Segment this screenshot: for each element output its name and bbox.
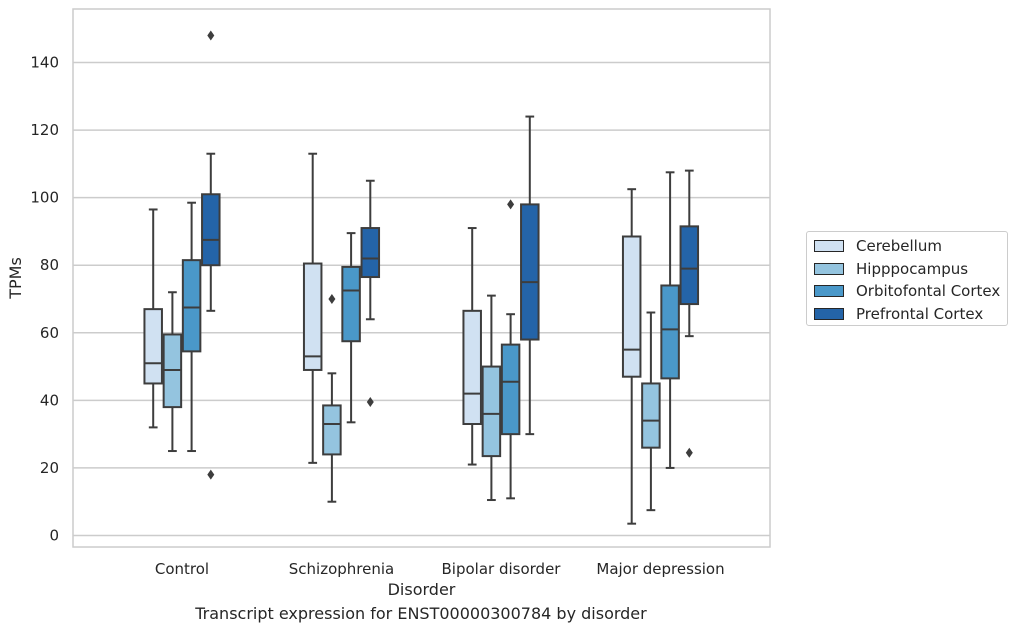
box-orbitofontal-cortex [500,199,521,500]
box-plot-marks [143,30,700,525]
outlier-point [207,30,215,41]
box-cerebellum [462,227,482,466]
x-tick-label: Bipolar disorder [442,560,562,578]
y-tick-label: 40 [40,391,59,409]
y-tick-labels: 0 20 40 60 80 100 120 140 [30,54,59,545]
box-iqr [341,265,361,343]
box-iqr [360,227,381,279]
x-axis-title: Disorder [388,580,456,599]
box-iqr [520,203,540,341]
legend: Cerebellum Hipppocampus Orbitofontal Corte… [806,231,1008,326]
legend-label: Cerebellum [856,237,942,255]
box-prefrontal-cortex [360,179,381,408]
box-orbitofontal-cortex [341,232,361,424]
outlier-point [507,199,515,210]
y-tick-label: 80 [40,256,59,274]
legend-swatch [814,262,844,275]
y-tick-label: 120 [30,121,59,139]
box-iqr [641,382,661,449]
legend-label: Prefrontal Cortex [856,305,984,324]
legend-label: Orbitofontal Cortex [856,282,1001,301]
box-cerebellum [143,208,163,429]
legend-swatch [814,308,844,321]
y-tick-label: 20 [40,459,59,477]
box-iqr [302,262,323,371]
box-iqr [679,225,700,306]
legend-swatch [814,285,844,298]
box-prefrontal-cortex [679,169,700,458]
chart-caption: Transcript expression for ENST0000030078… [195,604,647,623]
outlier-point [685,447,693,458]
box-hipppocampus [322,294,342,503]
box-iqr [322,404,342,456]
box-cerebellum [621,188,642,525]
box-iqr [500,343,521,436]
box-iqr [143,308,163,385]
box-iqr [462,309,482,426]
y-tick-label: 0 [49,527,59,545]
box-cerebellum [302,152,323,464]
x-tick-labels: Control Schizophrenia Bipolar disorder Majo… [155,560,725,578]
outlier-point [366,397,374,408]
box-iqr [201,193,221,267]
x-tick-label: Major depression [596,560,724,578]
box-hipppocampus [162,291,183,453]
box-iqr [181,259,202,353]
box-iqr [621,235,642,378]
outlier-point [328,294,336,304]
y-tick-label: 100 [30,189,59,207]
box-iqr [660,284,680,380]
box-orbitofontal-cortex [181,201,202,453]
x-tick-label: Control [155,560,209,578]
box-prefrontal-cortex [201,30,221,480]
y-axis-title: TPMs [6,257,25,300]
legend-item: Prefrontal Cortex [814,303,983,325]
box-orbitofontal-cortex [660,171,680,469]
legend-item: Hipppocampus [814,258,968,280]
box-prefrontal-cortex [520,115,540,436]
x-tick-label: Schizophrenia [289,560,394,578]
legend-item: Cerebellum [814,235,942,257]
outlier-point [207,469,215,480]
y-tick-label: 140 [30,54,59,72]
legend-swatch [814,240,844,252]
box-iqr [481,365,502,458]
legend-label: Hipppocampus [856,259,969,278]
box-hipppocampus [641,311,661,512]
y-tick-label: 60 [40,324,59,342]
plot-frame [72,8,771,548]
legend-item: Orbitofontal Cortex [814,280,1000,302]
box-hipppocampus [481,294,502,502]
